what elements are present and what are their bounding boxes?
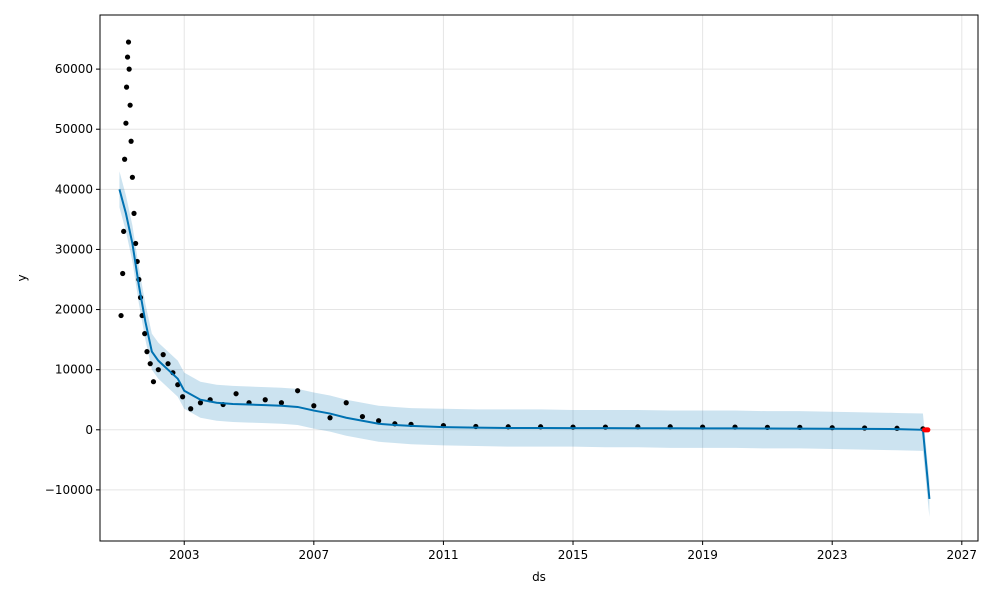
observed-point: [327, 415, 333, 421]
x-tick-label: 2019: [687, 548, 718, 562]
observed-point: [376, 418, 382, 424]
observed-point: [150, 379, 157, 385]
observed-point: [122, 156, 128, 162]
plot-frame: [99, 14, 979, 542]
x-tick-label: 2007: [299, 548, 330, 562]
x-tick-label: 2023: [817, 548, 848, 562]
observed-point: [120, 270, 126, 277]
observed-point: [180, 394, 186, 400]
observed-point: [155, 367, 161, 373]
y-tick-label: −10000: [45, 483, 93, 497]
observed-point: [123, 84, 130, 90]
y-tick-label: 20000: [55, 303, 93, 317]
observed-points: [118, 39, 926, 432]
y-tick-label: 0: [85, 423, 93, 437]
future-points: [921, 427, 931, 433]
observed-point: [131, 210, 137, 216]
observed-point: [125, 39, 132, 45]
observed-point: [128, 138, 134, 144]
observed-point: [262, 397, 268, 403]
observed-point: [197, 400, 204, 406]
observed-point: [144, 349, 150, 355]
observed-point: [175, 382, 181, 388]
observed-point: [359, 413, 366, 420]
future-point: [925, 427, 931, 433]
y-tick-label: 60000: [55, 62, 93, 76]
uncertainty-band-area: [119, 171, 930, 517]
x-axis-label: ds: [532, 570, 546, 584]
observed-point: [295, 388, 301, 394]
y-tick-label: 40000: [55, 182, 93, 196]
observed-point: [142, 331, 148, 337]
x-tick-label: 2011: [428, 548, 459, 562]
x-tick-label: 2015: [558, 548, 589, 562]
observed-point: [165, 361, 171, 367]
x-axis-ticks: 2003 2007 2011 2015 2019 2023 2027: [169, 541, 977, 562]
observed-point: [160, 352, 166, 358]
observed-point: [188, 406, 194, 412]
observed-point: [278, 400, 285, 406]
x-tick-label: 2027: [947, 548, 978, 562]
observed-point: [133, 240, 139, 247]
observed-point: [147, 361, 153, 367]
observed-point: [233, 391, 239, 397]
uncertainty-band: [119, 171, 930, 517]
observed-point: [121, 228, 127, 235]
grid-lines: [100, 15, 978, 541]
observed-point: [311, 403, 317, 409]
forecast-series-line: [118, 189, 931, 500]
observed-point: [129, 174, 135, 180]
observed-point: [124, 54, 131, 60]
y-axis-label: y: [15, 274, 29, 281]
y-tick-label: 30000: [55, 242, 93, 256]
y-tick-label: 10000: [55, 363, 93, 377]
y-tick-label: 50000: [55, 122, 93, 136]
x-tick-label: 2003: [169, 548, 200, 562]
y-axis-ticks: −10000 0 10000 20000 30000 40000 50000 60000: [45, 62, 100, 497]
observed-point: [343, 400, 349, 406]
observed-point: [126, 66, 132, 72]
observed-point: [127, 102, 133, 108]
forecast-line: [118, 189, 931, 500]
observed-point: [118, 312, 124, 319]
observed-point: [123, 120, 129, 126]
